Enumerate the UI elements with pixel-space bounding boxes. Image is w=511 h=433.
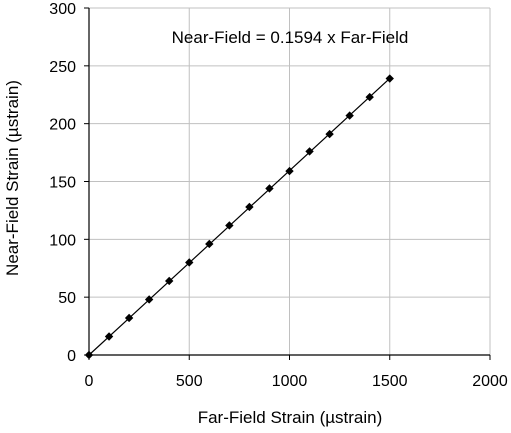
data-point <box>165 276 174 286</box>
axes <box>84 7 491 360</box>
data-point <box>285 166 294 176</box>
x-tick-label: 1000 <box>272 373 308 390</box>
data-point <box>185 258 194 267</box>
data-point <box>365 92 374 102</box>
y-tick-label: 250 <box>49 59 76 76</box>
data-point <box>124 313 134 323</box>
grid-lines <box>89 7 491 355</box>
fit-line-group <box>88 77 391 356</box>
y-tick-label: 150 <box>49 175 76 192</box>
data-point <box>104 332 114 341</box>
fit-line <box>88 77 391 356</box>
x-tick-label: 1500 <box>372 373 408 390</box>
y-tick-label: 200 <box>49 117 76 134</box>
data-point <box>385 74 394 83</box>
x-axis-title: Far-Field Strain (µstrain) <box>198 408 383 427</box>
x-tick-label: 2000 <box>472 373 508 390</box>
x-tick-label: 500 <box>176 373 203 390</box>
data-point <box>205 239 214 249</box>
data-point <box>84 350 94 360</box>
y-tick-label: 300 <box>49 1 76 18</box>
data-point <box>144 295 154 304</box>
y-tick-label: 100 <box>49 232 76 249</box>
data-points <box>84 74 394 360</box>
y-axis-title: Near-Field Strain (µstrain) <box>3 80 22 276</box>
data-point <box>325 129 334 139</box>
tick-labels: 0 500 1000 1500 2000 0 50 100 150 200 250 300 <box>49 1 508 390</box>
y-tick-label: 50 <box>58 290 76 307</box>
annotation-text: Near-Field = 0.1594 x Far-Field <box>172 28 409 47</box>
data-point <box>265 184 274 193</box>
data-point <box>225 221 234 230</box>
y-tick-label: 0 <box>67 348 76 365</box>
x-tick-label: 0 <box>85 373 94 390</box>
data-point <box>305 147 314 156</box>
data-point <box>245 202 254 212</box>
data-point <box>345 111 354 120</box>
